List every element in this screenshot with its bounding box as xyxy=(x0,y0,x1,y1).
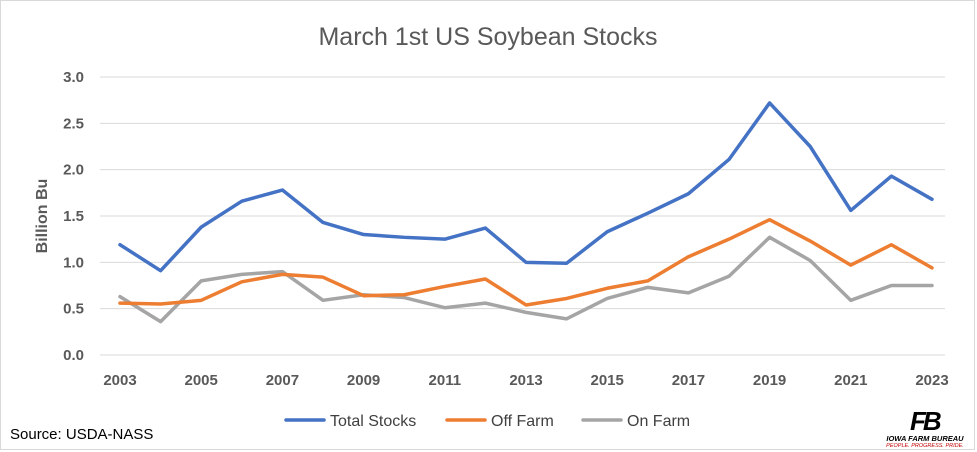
legend-item-on-farm: On Farm xyxy=(581,413,690,430)
y-tick-label: 0.0 xyxy=(63,347,84,364)
fb-logo-mark: FB xyxy=(910,406,942,436)
series-lines xyxy=(118,101,934,324)
y-tick-label: 3.0 xyxy=(63,69,84,86)
x-tick-label: 2017 xyxy=(672,372,705,389)
gridlines xyxy=(100,76,945,356)
series-line-off-farm xyxy=(118,217,934,307)
chart-title: March 1st US Soybean Stocks xyxy=(318,23,657,51)
x-axis-ticks: 2003 2005 2007 2009 2011 2013 2015 2017 2019 2021… xyxy=(103,372,948,389)
y-tick-label: 1.0 xyxy=(63,254,84,271)
logo-tagline: PEOPLE. PROGRESS. PRIDE. xyxy=(886,443,964,449)
source-note: Source: USDA-NASS xyxy=(10,426,154,443)
legend-item-off-farm: Off Farm xyxy=(445,413,554,430)
x-tick-label: 2023 xyxy=(915,372,948,389)
y-axis-label: Billion Bu xyxy=(34,179,51,254)
x-tick-label: 2011 xyxy=(429,372,462,389)
x-tick-label: 2013 xyxy=(509,372,542,389)
y-axis-ticks: 0.0 0.5 1.0 1.5 2.0 2.5 3.0 xyxy=(63,69,84,364)
x-tick-label: 2021 xyxy=(834,372,867,389)
x-tick-label: 2003 xyxy=(103,372,136,389)
x-tick-label: 2009 xyxy=(347,372,380,389)
x-tick-label: 2005 xyxy=(185,372,218,389)
x-tick-label: 2019 xyxy=(753,372,786,389)
y-tick-label: 0.5 xyxy=(63,301,84,318)
x-tick-label: 2015 xyxy=(591,372,624,389)
y-tick-label: 2.5 xyxy=(63,115,84,132)
legend: Total Stocks Off Farm On Farm xyxy=(284,413,690,430)
legend-label: Total Stocks xyxy=(330,413,416,430)
legend-item-total-stocks: Total Stocks xyxy=(284,413,416,430)
x-tick-label: 2007 xyxy=(266,372,299,389)
legend-label: On Farm xyxy=(627,413,690,430)
y-tick-label: 2.0 xyxy=(63,162,84,179)
legend-label: Off Farm xyxy=(491,413,554,430)
series-line-total-stocks xyxy=(118,101,934,273)
iowa-farm-bureau-logo: FB IOWA FARM BUREAU PEOPLE. PROGRESS. PR… xyxy=(880,408,970,450)
y-tick-label: 1.5 xyxy=(63,208,84,225)
series-line-on-farm xyxy=(118,235,934,324)
logo-name: IOWA FARM BUREAU xyxy=(886,434,964,443)
